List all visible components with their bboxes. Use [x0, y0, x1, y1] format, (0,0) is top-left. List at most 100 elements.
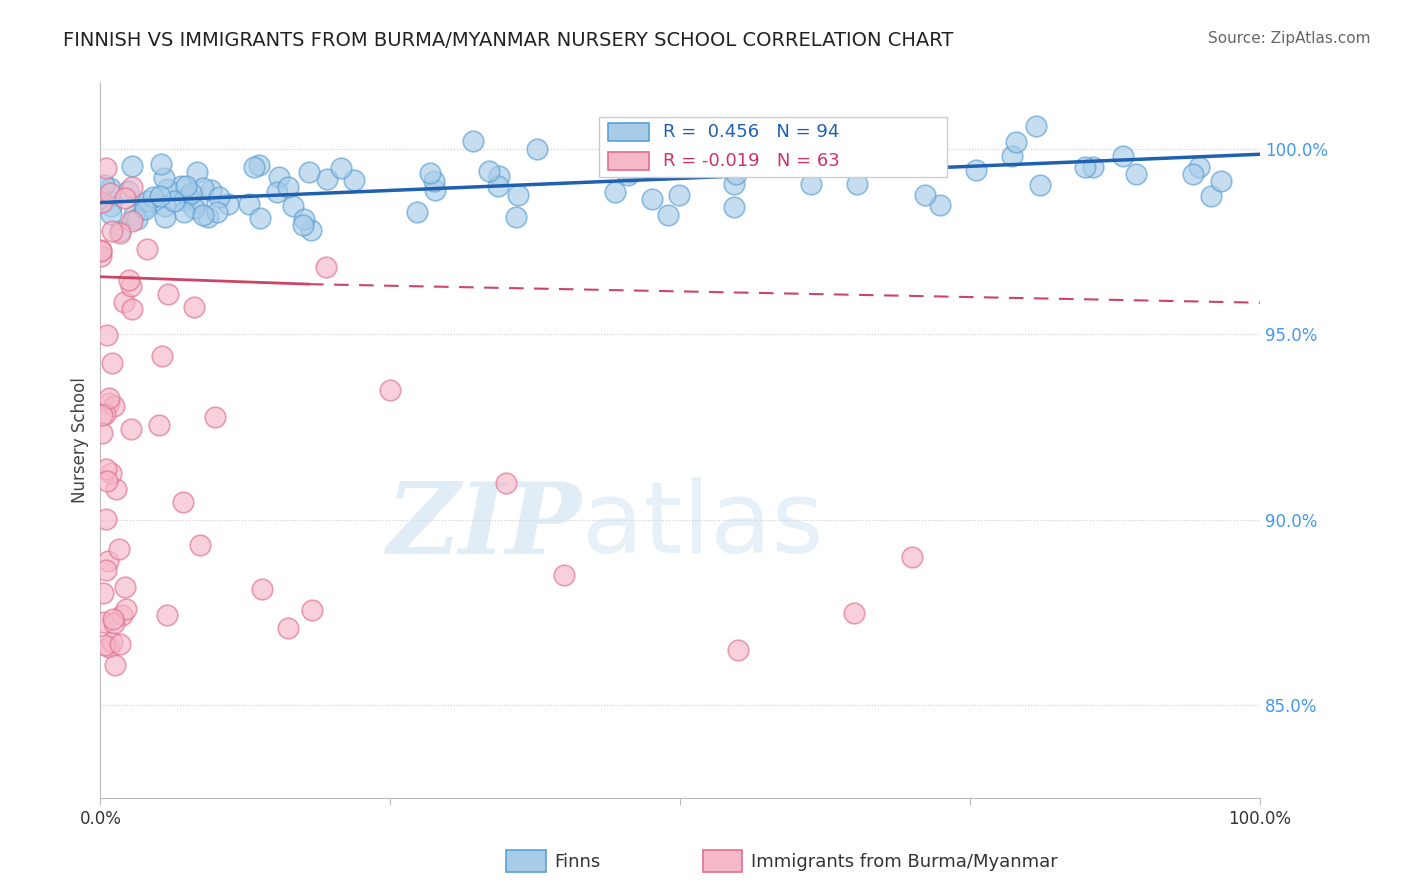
Point [204, 410, 226, 425]
Point [100, 199, 122, 213]
Point [620, 165, 643, 179]
Point [298, 164, 321, 178]
Point [423, 174, 446, 188]
Point [329, 161, 352, 175]
Point [120, 422, 142, 436]
Point [1081, 160, 1104, 174]
Point [200, 183, 222, 197]
Point [1181, 167, 1204, 181]
Point [101, 612, 124, 626]
Point [90, 194, 112, 209]
Point [269, 169, 291, 184]
Point [100, 466, 122, 480]
Point [94, 461, 117, 475]
Point [142, 189, 165, 203]
FancyBboxPatch shape [609, 152, 648, 169]
Point [121, 179, 143, 194]
Point [136, 194, 159, 208]
Point [101, 635, 124, 649]
Point [1074, 161, 1097, 175]
Point [486, 178, 509, 193]
Point [156, 286, 179, 301]
Point [277, 180, 299, 194]
Point [107, 542, 129, 557]
Point [98, 186, 121, 200]
Point [657, 209, 679, 223]
Point [94, 161, 117, 175]
Point [96, 474, 118, 488]
Point [901, 549, 924, 564]
Point [111, 608, 134, 623]
Point [121, 214, 143, 228]
Point [121, 301, 143, 316]
Point [315, 260, 337, 274]
Point [900, 154, 922, 169]
Point [617, 168, 640, 182]
Point [180, 186, 202, 200]
Point [169, 178, 191, 193]
Point [183, 301, 205, 315]
Point [152, 171, 174, 186]
Point [90, 243, 112, 257]
Point [163, 194, 186, 208]
Point [90, 244, 112, 258]
Point [132, 200, 155, 214]
Point [243, 160, 266, 174]
Point [342, 173, 364, 187]
Text: atlas: atlas [582, 477, 823, 574]
Point [100, 207, 122, 221]
Point [90, 249, 112, 263]
Point [135, 243, 157, 257]
Y-axis label: Nursery School: Nursery School [72, 377, 89, 503]
Point [93, 615, 115, 629]
Point [156, 608, 179, 623]
Text: R =  0.456   N = 94: R = 0.456 N = 94 [662, 123, 839, 141]
Point [316, 172, 339, 186]
Point [97, 640, 120, 654]
Point [191, 208, 214, 222]
Point [800, 177, 823, 191]
Point [153, 210, 176, 224]
Point [292, 212, 315, 227]
Point [108, 226, 131, 240]
Point [172, 495, 194, 509]
Point [928, 198, 950, 212]
Point [122, 208, 145, 222]
Point [1004, 135, 1026, 149]
Point [94, 638, 117, 652]
Point [277, 621, 299, 635]
Point [94, 563, 117, 577]
Text: Source: ZipAtlas.com: Source: ZipAtlas.com [1208, 31, 1371, 46]
Point [98, 395, 121, 409]
Point [173, 193, 195, 207]
Point [114, 191, 136, 205]
Point [846, 177, 869, 191]
Point [1188, 161, 1211, 175]
Point [965, 163, 987, 178]
Point [247, 158, 270, 172]
Point [1029, 178, 1052, 193]
Point [104, 658, 127, 673]
Point [197, 210, 219, 224]
Point [668, 188, 690, 202]
Point [193, 181, 215, 195]
Point [97, 391, 120, 405]
Point [188, 538, 211, 552]
Point [478, 164, 501, 178]
Point [177, 188, 200, 202]
Point [93, 407, 115, 421]
Point [553, 568, 575, 582]
Point [682, 156, 704, 170]
Point [149, 188, 172, 202]
Point [208, 190, 231, 204]
Point [183, 201, 205, 215]
Point [641, 192, 664, 206]
Point [723, 200, 745, 214]
Point [727, 642, 749, 657]
Point [406, 205, 429, 219]
Point [291, 219, 314, 233]
Point [506, 187, 529, 202]
Point [301, 603, 323, 617]
Point [654, 162, 676, 177]
Point [250, 582, 273, 596]
